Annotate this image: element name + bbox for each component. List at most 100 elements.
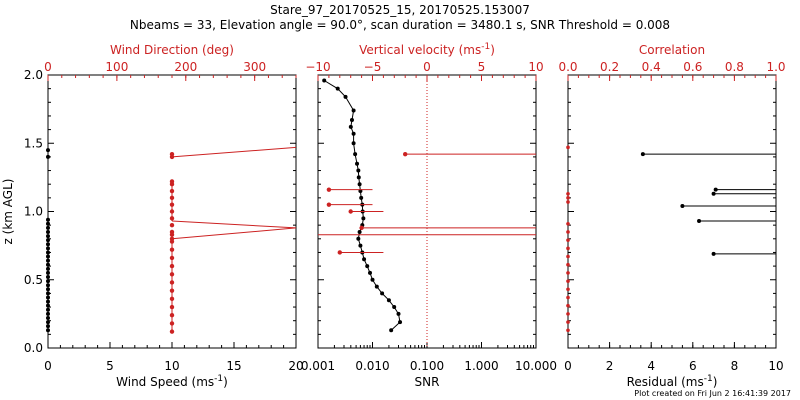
wind-speed-point	[46, 217, 50, 222]
wind-speed-point	[46, 287, 50, 292]
correlation-point	[566, 271, 570, 275]
wind-direction-point	[169, 280, 175, 285]
snr-point	[365, 264, 370, 269]
wind-direction-point	[169, 151, 175, 157]
wind-direction-point	[169, 296, 175, 302]
snr-point	[380, 291, 385, 296]
wind-direction-point	[169, 329, 175, 334]
snr-point	[351, 131, 356, 136]
wind-speed-point	[46, 279, 50, 284]
wind-direction-point	[169, 195, 175, 201]
wind-speed-point	[46, 291, 50, 296]
x-bottom-tick-label: 0.001	[301, 359, 335, 373]
x-top-tick-label: −10	[305, 60, 330, 74]
wind-direction-point	[169, 247, 175, 252]
title-line-1: Stare_97_20170525_15, 20170525.153007	[270, 3, 530, 17]
x-top-tick-label: 0.8	[725, 60, 744, 74]
wind-direction-line	[171, 227, 297, 240]
snr-point	[351, 108, 356, 113]
wind-speed-point	[46, 315, 50, 320]
correlation-point	[566, 238, 570, 242]
correlation-point	[566, 312, 570, 316]
correlation-point	[566, 279, 570, 283]
wind-direction-line	[171, 220, 297, 229]
wind-speed-point	[46, 225, 50, 230]
wind-direction-point	[169, 255, 175, 261]
wind-direction-point	[169, 304, 175, 310]
wind-direction-point	[169, 288, 175, 293]
snr-point	[359, 195, 364, 200]
snr-point	[374, 284, 379, 289]
x-top-tick-label: 200	[174, 60, 197, 74]
snr-point	[386, 298, 391, 303]
x-top-tick-label: 300	[243, 60, 266, 74]
vertical-velocity-point	[348, 209, 353, 214]
wind-direction-point	[169, 202, 175, 207]
wind-direction-point	[169, 232, 175, 237]
x-bottom-axis-label: Residual (ms-1)	[627, 374, 718, 389]
wind-speed-point	[46, 307, 50, 312]
wind-speed-point	[46, 154, 50, 159]
x-bottom-tick-label: 20	[288, 359, 303, 373]
wind-direction-point	[169, 179, 175, 184]
x-top-tick-label: 0.2	[600, 60, 619, 74]
correlation-point	[566, 221, 570, 226]
wind-speed-point	[46, 148, 50, 153]
wind-speed-point	[46, 283, 50, 288]
x-bottom-tick-label: 15	[226, 359, 241, 373]
snr-point	[357, 182, 362, 187]
snr-point	[358, 243, 363, 248]
correlation-point	[566, 328, 570, 333]
snr-point	[351, 141, 356, 146]
y-tick-label: 1.0	[24, 205, 43, 219]
wind-speed-point	[46, 299, 50, 304]
snr-point	[396, 311, 401, 316]
snr-point	[322, 78, 327, 83]
x-top-tick-label: 0.6	[683, 60, 702, 74]
x-bottom-tick-label: 10	[164, 359, 179, 373]
snr-point	[356, 175, 361, 180]
wind-direction-point	[169, 272, 175, 277]
wind-direction-point	[169, 188, 175, 194]
x-top-tick-label: −5	[364, 60, 382, 74]
wind-speed-point	[46, 270, 50, 275]
wind-speed-point	[46, 221, 50, 226]
snr-point	[370, 277, 375, 282]
correlation-point	[566, 320, 570, 324]
x-bottom-tick-label: 2	[606, 359, 614, 373]
snr-point	[349, 118, 354, 123]
vertical-velocity-point	[403, 151, 408, 157]
wind-direction-point	[169, 313, 175, 318]
wind-speed-point	[46, 266, 50, 271]
wind-speed-point	[46, 311, 50, 316]
wind-speed-point	[46, 254, 50, 259]
wind-speed-point	[46, 275, 50, 280]
wind-speed-point	[46, 234, 50, 239]
x-top-tick-label: 0	[423, 60, 431, 74]
wind-speed-point	[46, 328, 50, 333]
correlation-point	[566, 200, 570, 204]
snr-point	[353, 152, 358, 157]
snr-point	[357, 229, 362, 234]
wind-speed-point	[46, 303, 50, 308]
residual-point	[697, 219, 702, 224]
snr-point	[368, 270, 373, 275]
panel-3-frame	[567, 74, 777, 349]
snr-point	[392, 305, 397, 310]
x-top-tick-label: 1.0	[766, 60, 785, 74]
x-bottom-tick-label: 0.100	[410, 359, 444, 373]
residual-point	[713, 187, 718, 192]
x-bottom-tick-label: 10.000	[515, 359, 557, 373]
residual-point	[711, 251, 716, 256]
x-bottom-tick-label: 8	[731, 359, 739, 373]
snr-profile-line	[323, 80, 401, 331]
x-top-tick-label: 0.0	[558, 60, 577, 74]
wind-speed-point	[46, 242, 50, 247]
x-bottom-tick-label: 5	[106, 359, 114, 373]
vertical-velocity-point	[337, 250, 342, 255]
x-top-tick-label: 5	[478, 60, 486, 74]
x-top-tick-label: 0.4	[642, 60, 661, 74]
wind-direction-point	[169, 209, 175, 214]
correlation-point	[566, 191, 570, 196]
correlation-point	[566, 295, 570, 300]
